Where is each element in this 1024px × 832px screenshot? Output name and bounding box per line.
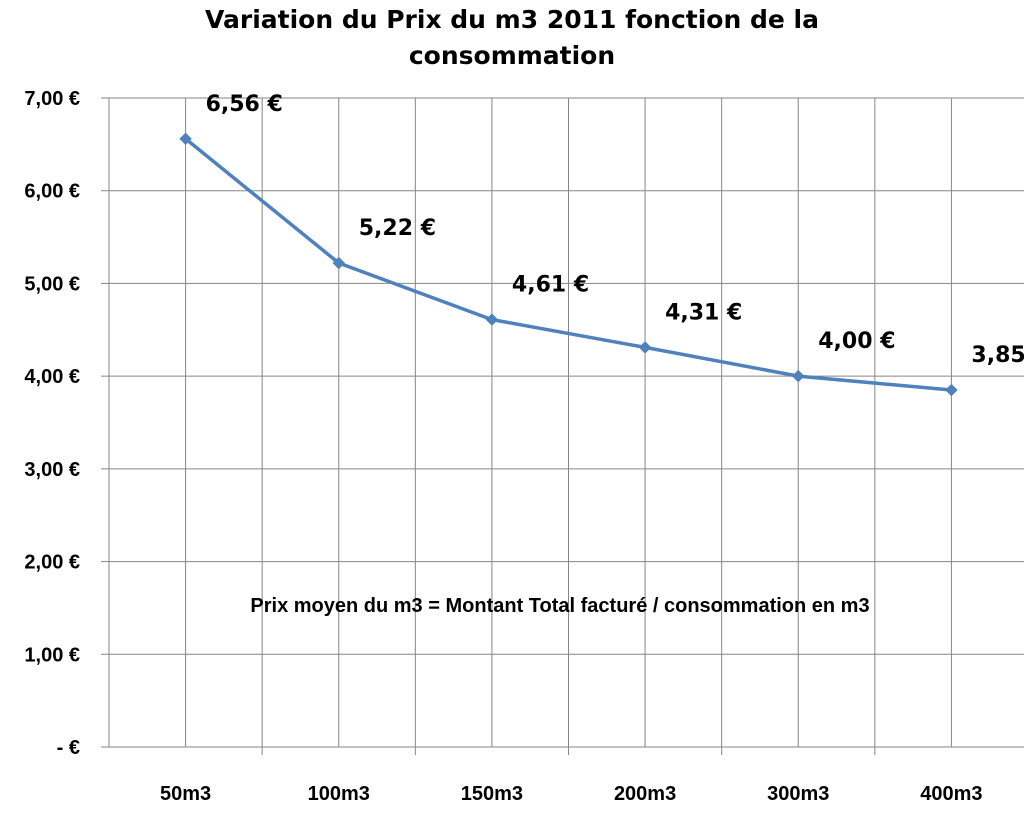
data-label: 4,61 €	[512, 273, 589, 298]
x-tick-label: 100m3	[308, 783, 370, 805]
x-tick-label: 400m3	[920, 783, 982, 805]
data-point-marker	[179, 132, 192, 146]
y-tick-label: 2,00 €	[24, 552, 80, 574]
data-point-marker	[638, 341, 652, 354]
data-point-marker	[945, 383, 958, 397]
data-point-marker	[485, 313, 499, 326]
chart-title-line-1: Variation du Prix du m3 2011 fonction de…	[205, 5, 819, 34]
data-label: 3,85 €	[971, 343, 1024, 368]
y-axis-tick-labels: - € 1,00 € 2,00 € 3,00 € 4,00 € 5,00 € 6,00 € 7…	[24, 88, 80, 759]
chart-title-line-2: consommation	[408, 41, 616, 70]
chart-title: Variation du Prix du m3 2011 fonction de…	[0, 2, 1024, 74]
data-label: 4,00 €	[818, 329, 895, 354]
axes	[101, 97, 1024, 755]
data-label: 5,22 €	[359, 216, 436, 241]
chart-annotation: Prix moyen du m3 = Montant Total facturé…	[250, 595, 869, 617]
y-tick-label: - €	[57, 737, 80, 759]
x-tick-label: 150m3	[461, 783, 523, 805]
x-tick-label: 300m3	[767, 783, 829, 805]
series-line	[184, 137, 952, 392]
y-tick-label: 3,00 €	[24, 459, 80, 481]
x-axis-tick-labels: 50m3 100m3 150m3 200m3 300m3 400m3	[160, 783, 983, 805]
series-line-group	[184, 137, 952, 392]
x-tick-label: 200m3	[614, 783, 676, 805]
y-tick-label: 1,00 €	[24, 644, 80, 666]
data-label: 4,31 €	[665, 300, 742, 325]
y-tick-label: 4,00 €	[24, 366, 80, 388]
x-tick-label: 50m3	[160, 783, 211, 805]
series-markers	[179, 132, 958, 397]
y-tick-label: 5,00 €	[24, 273, 80, 295]
y-tick-label: 7,00 €	[24, 88, 80, 110]
data-point-marker	[792, 369, 805, 383]
y-tick-label: 6,00 €	[24, 181, 80, 203]
grid	[109, 97, 1024, 747]
data-label: 6,56 €	[206, 92, 283, 117]
data-labels: 6,56 € 5,22 € 4,61 € 4,31 € 4,00 € 3,85 €	[206, 92, 1024, 368]
data-point-marker	[332, 256, 345, 270]
